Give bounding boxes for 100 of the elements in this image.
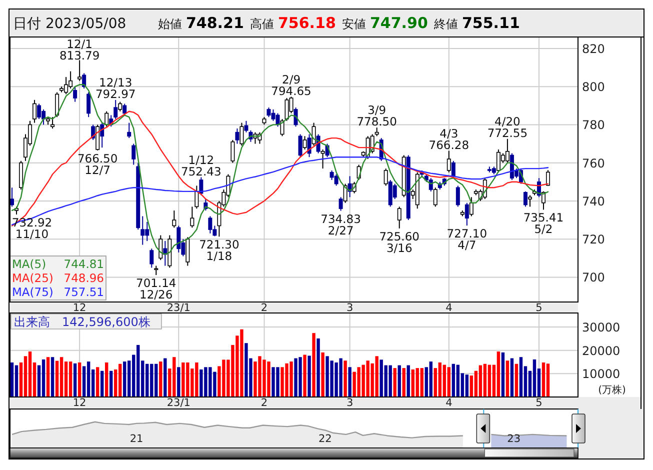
bar <box>164 358 167 397</box>
annotation: 701.14 12/26 <box>136 276 176 302</box>
bar <box>542 362 546 397</box>
text: 終値 755.11 <box>433 14 520 32</box>
candlestick <box>32 99 37 124</box>
bar <box>348 367 352 397</box>
bar <box>73 363 77 397</box>
bar <box>442 364 446 397</box>
bar <box>312 333 316 397</box>
bar <box>420 368 424 397</box>
candlestick <box>546 170 550 186</box>
bar <box>510 358 514 397</box>
chart-title: 出来高 142,596,600株 <box>14 315 150 329</box>
bar <box>344 360 347 397</box>
bar <box>60 357 64 397</box>
candlestick <box>298 134 302 158</box>
candlestick <box>280 118 284 137</box>
candlestick <box>127 122 132 139</box>
bar <box>429 362 432 397</box>
text: 始値 748.21 <box>158 14 244 32</box>
candlestick <box>176 225 181 253</box>
bar <box>532 359 536 397</box>
y-tick-label: 30000 <box>582 320 620 334</box>
candlestick <box>104 110 109 128</box>
candlestick <box>307 134 312 158</box>
candlestick <box>320 148 325 170</box>
candlestick <box>91 124 96 140</box>
chart-title: 日付 2023/05/08 <box>13 16 126 32</box>
y-tick-label: 20000 <box>582 344 620 358</box>
candlestick <box>294 107 298 128</box>
bar <box>546 364 550 397</box>
candlestick <box>302 136 307 150</box>
bar <box>177 367 180 397</box>
candlestick <box>266 107 271 118</box>
candlestick <box>158 234 163 261</box>
candlestick <box>172 210 176 228</box>
bar <box>42 359 46 397</box>
candlestick <box>334 174 338 186</box>
annotation: 735.41 5/2 <box>523 210 564 236</box>
candlestick <box>230 139 235 164</box>
bar <box>159 362 162 397</box>
candlestick <box>194 185 199 210</box>
candlestick <box>235 128 240 144</box>
text: 高値 756.18 <box>250 14 336 32</box>
y-tick-label: 800 <box>582 80 605 94</box>
bar <box>55 360 59 397</box>
candlestick <box>464 202 469 226</box>
candlestick <box>208 216 212 234</box>
x-tick-label: 22 <box>318 433 332 445</box>
annotation: 1/12 752.43 <box>181 152 222 178</box>
candlestick <box>528 194 532 208</box>
candlestick <box>55 92 60 118</box>
y-tick-label: 820 <box>582 42 605 56</box>
bar <box>316 338 320 397</box>
candlestick <box>190 206 194 228</box>
annotation: 3/9 778.50 <box>356 103 397 129</box>
bar <box>104 362 108 397</box>
bar <box>506 360 510 397</box>
bar <box>496 352 500 397</box>
candlestick <box>37 103 42 120</box>
candlestick <box>446 150 451 173</box>
bar <box>321 352 324 397</box>
bar <box>519 357 523 397</box>
candlestick <box>312 122 316 146</box>
candlestick <box>186 236 190 266</box>
x-tick-label: 23/1 <box>166 302 190 314</box>
bar <box>78 362 82 397</box>
x-tick-label: 23/1 <box>166 397 190 409</box>
text: MA(75) 757.51 <box>12 285 104 299</box>
candlestick <box>541 190 546 210</box>
x-tick-label: 12 <box>72 397 86 409</box>
candlestick <box>523 190 528 208</box>
x-tick-label: 4 <box>446 302 453 314</box>
bar <box>501 352 505 397</box>
candlestick <box>199 176 204 196</box>
bar <box>46 357 50 397</box>
bar <box>452 364 456 397</box>
candlestick <box>433 187 438 208</box>
y-tick-label: 700 <box>582 270 605 285</box>
bar <box>465 374 469 397</box>
candlestick <box>338 196 343 212</box>
candlestick <box>244 120 248 133</box>
x-tick-label: 5 <box>536 302 542 314</box>
bar <box>109 370 113 397</box>
y-tick-label: 720 <box>582 232 605 247</box>
candlestick <box>397 206 402 229</box>
candlestick <box>140 216 145 246</box>
candlestick <box>86 92 91 118</box>
y-tick-label: 10000 <box>582 367 620 382</box>
candlestick <box>78 60 82 82</box>
annotation: 2/9 794.65 <box>271 72 312 98</box>
candlestick <box>118 101 122 112</box>
x-tick-label: 12 <box>72 302 86 314</box>
bar <box>303 354 306 397</box>
candlestick <box>384 168 388 186</box>
bar <box>488 364 492 397</box>
text: MA(25) 748.96 <box>12 271 104 285</box>
annotation: 12/13 792.97 <box>95 75 136 101</box>
bar <box>402 368 406 397</box>
annotation: 12/1 813.79 <box>59 37 100 62</box>
